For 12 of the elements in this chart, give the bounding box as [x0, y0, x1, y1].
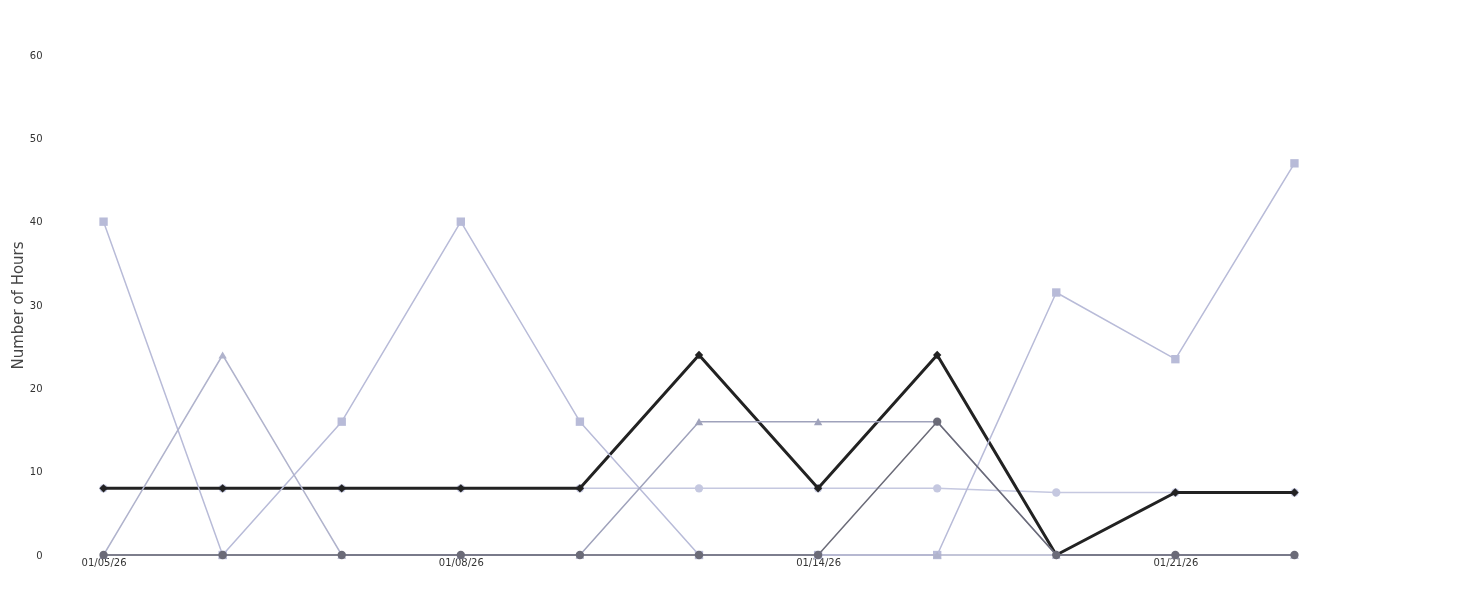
y-axis-title: Number of Hours — [8, 241, 27, 370]
y-tick-label: 30 — [29, 299, 43, 311]
x-tick-label: 01/14/26 — [796, 556, 842, 568]
y-tick-label: 10 — [29, 466, 43, 478]
y-tick-label: 20 — [29, 382, 43, 394]
x-tick-label: 01/08/26 — [438, 556, 484, 568]
y-tick-label: 0 — [36, 549, 43, 561]
x-tick-label: 01/21/26 — [1153, 556, 1199, 568]
y-tick-label: 40 — [29, 216, 43, 228]
y-tick-label: 50 — [29, 132, 43, 144]
x-tick-label: 01/05/26 — [81, 556, 127, 568]
y-tick-label: 60 — [29, 49, 43, 61]
